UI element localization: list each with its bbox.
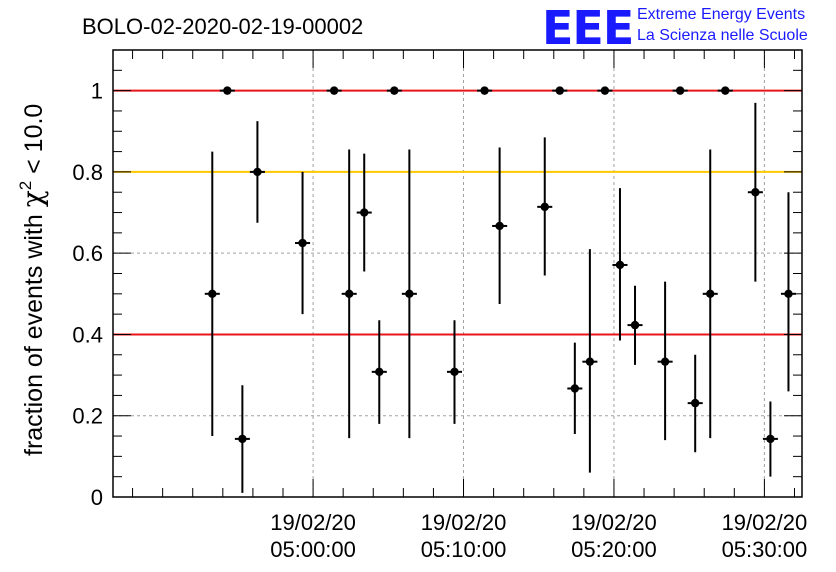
data-marker [540, 202, 549, 212]
x-tick-date: 19/02/20 [722, 510, 808, 535]
data-point [627, 285, 643, 365]
plot-border [112, 49, 803, 498]
chart-title: BOLO-02-2020-02-19-00002 [82, 14, 363, 39]
y-tick-label: 1 [91, 79, 103, 104]
data-point [702, 149, 718, 439]
data-marker [615, 260, 625, 270]
data-marker [223, 86, 232, 95]
x-axis: 19/02/2005:00:0019/02/2005:10:0019/02/20… [132, 50, 808, 562]
data-point [762, 401, 778, 477]
data-marker [480, 86, 489, 95]
data-point [234, 385, 250, 493]
x-tick-time: 05:20:00 [571, 537, 657, 562]
data-point [657, 281, 673, 441]
data-marker [690, 398, 700, 408]
data-point [386, 86, 402, 95]
data-point [717, 86, 733, 95]
data-marker [766, 434, 775, 444]
grid-lines [113, 50, 802, 497]
x-tick-time: 05:00:00 [270, 537, 356, 562]
y-tick-label: 0.8 [72, 160, 103, 185]
data-marker [238, 434, 247, 444]
data-point [567, 342, 583, 435]
data-marker [405, 289, 414, 299]
eee-logo: EEE Extreme Energy Events La Scienza nel… [542, 1, 808, 55]
y-axis-label: fraction of events with χ2 < 10.0 [16, 104, 49, 456]
x-tick-date: 19/02/20 [270, 510, 356, 535]
data-marker [585, 357, 595, 366]
eee-logo-line2: La Scienza nelle Scuole [637, 27, 808, 44]
data-marker [208, 289, 217, 299]
data-point [371, 320, 387, 424]
y-axis-label-exponent: 2 [16, 181, 35, 190]
y-axis-label-main: fraction of events with [20, 207, 48, 456]
data-marker [751, 188, 760, 197]
eee-logo-mark: EEE [542, 1, 633, 55]
y-tick-label: 0.6 [72, 241, 103, 266]
data-point [612, 188, 628, 341]
data-point [219, 86, 235, 95]
data-marker [675, 86, 685, 95]
data-point [597, 86, 613, 95]
y-axis-label-tail: < 10.0 [20, 104, 48, 181]
y-tick-label: 0.2 [72, 404, 103, 429]
data-point [687, 354, 703, 453]
data-marker [630, 320, 640, 330]
data-marker [660, 357, 670, 366]
data-marker [706, 289, 715, 299]
data-marker [375, 367, 384, 377]
data-point [492, 147, 508, 304]
data-marker [721, 86, 730, 95]
y-axis-label-symbol: χ [16, 190, 49, 207]
eee-logo-line1: Extreme Energy Events [637, 6, 805, 23]
data-point [446, 320, 463, 424]
reference-lines [113, 89, 802, 336]
data-marker [495, 221, 504, 231]
data-points [204, 86, 796, 493]
data-point [341, 149, 357, 439]
data-marker [298, 238, 307, 248]
data-marker [784, 289, 793, 299]
data-point [552, 86, 568, 95]
data-marker [555, 86, 564, 95]
x-tick-time: 05:10:00 [421, 537, 507, 562]
x-tick-date: 19/02/20 [571, 510, 657, 535]
data-point [356, 153, 372, 272]
data-point [204, 151, 220, 437]
data-point [401, 149, 417, 439]
data-point [780, 192, 796, 392]
data-marker [600, 86, 610, 95]
y-tick-label: 0 [91, 485, 103, 510]
data-marker [390, 86, 399, 95]
x-tick-time: 05:30:00 [722, 537, 808, 562]
data-point [326, 86, 342, 95]
x-tick-date: 19/02/20 [421, 510, 507, 535]
data-marker [253, 167, 262, 177]
y-axis: 0 0.2 0.4 0.6 0.8 1 [72, 49, 802, 510]
data-point [672, 86, 688, 95]
data-marker [360, 208, 369, 217]
plot-frame [112, 49, 803, 498]
y-tick-label: 0.4 [72, 322, 103, 347]
data-point [295, 171, 311, 315]
data-marker [450, 367, 459, 377]
data-marker [570, 384, 580, 393]
data-point [537, 137, 553, 276]
data-point [249, 121, 265, 223]
data-point [747, 102, 763, 282]
data-marker [344, 289, 354, 299]
data-point [582, 249, 598, 473]
data-point [477, 86, 493, 95]
data-marker [329, 86, 339, 95]
